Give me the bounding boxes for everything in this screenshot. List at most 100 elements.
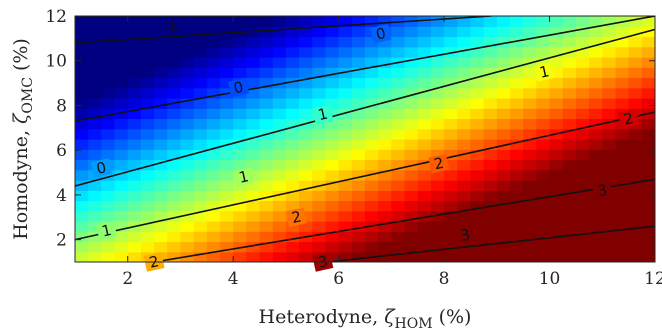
heatmap-cell	[444, 251, 458, 262]
heatmap-cell	[351, 149, 366, 161]
heatmap-cell	[365, 16, 379, 27]
heatmap-cell	[75, 46, 89, 58]
heatmap-cell	[483, 210, 498, 222]
heatmap-cell	[233, 108, 247, 120]
heatmap-cell	[549, 180, 564, 191]
heatmap-cell	[496, 57, 511, 68]
heatmap-cell	[272, 210, 287, 222]
x-tick-label: 2	[122, 269, 133, 289]
heatmap-cell	[351, 200, 366, 212]
heatmap-cell	[430, 149, 445, 161]
heatmap-cell	[549, 118, 564, 130]
heatmap-cell	[536, 210, 551, 222]
heatmap-cell	[549, 36, 564, 48]
heatmap-cell	[167, 128, 182, 140]
heatmap-cell	[641, 46, 655, 58]
heatmap-cell	[220, 231, 234, 243]
heatmap-cell	[325, 139, 340, 150]
heatmap-cell	[285, 36, 300, 48]
heatmap-cell	[338, 128, 353, 140]
heatmap-cell	[220, 108, 234, 120]
heatmap-cell	[312, 26, 327, 38]
heatmap-cell	[180, 190, 195, 202]
heatmap-cell	[325, 16, 340, 27]
heatmap-cell	[562, 190, 577, 202]
heatmap-cell	[101, 16, 116, 27]
heatmap-cell	[510, 139, 524, 150]
heatmap-cell	[114, 108, 129, 120]
heatmap-cell	[154, 108, 168, 120]
heatmap-cell	[206, 149, 221, 161]
heatmap-cell	[523, 139, 537, 150]
heatmap-cell	[140, 57, 155, 68]
heatmap-cell	[154, 128, 168, 140]
heatmap-cell	[299, 108, 313, 120]
heatmap-cell	[127, 16, 142, 27]
contour-label-group: 2	[428, 154, 450, 173]
heatmap-cell	[299, 180, 313, 191]
heatmap-cell	[285, 128, 300, 140]
heatmap-cell	[127, 251, 142, 262]
heatmap-cell	[615, 159, 630, 171]
heatmap-cell	[206, 139, 221, 150]
heatmap-cell	[444, 241, 458, 253]
heatmap-cell	[430, 221, 445, 232]
heatmap-cell	[206, 128, 221, 140]
heatmap-cell	[154, 26, 168, 38]
heatmap-cell	[430, 139, 445, 150]
heatmap-cell	[167, 77, 182, 89]
heatmap-cell	[154, 118, 168, 130]
heatmap-cell	[114, 200, 129, 212]
heatmap-cell	[378, 149, 392, 161]
heatmap-cell	[233, 159, 247, 171]
heatmap-cell	[391, 36, 406, 48]
heatmap-cell	[496, 251, 511, 262]
heatmap-cell	[312, 57, 327, 68]
heatmap-cell	[444, 108, 458, 120]
heatmap-cell	[180, 46, 195, 58]
heatmap-cell	[444, 67, 458, 79]
heatmap-cell	[470, 251, 485, 262]
heatmap-cell	[180, 36, 195, 48]
heatmap-cell	[167, 251, 182, 262]
heatmap-cell	[325, 251, 340, 262]
heatmap-cell	[88, 26, 102, 38]
heatmap-cell	[154, 98, 168, 109]
heatmap-cell	[457, 139, 472, 150]
contour-label: 1	[237, 167, 250, 187]
heatmap-cell	[312, 67, 327, 79]
heatmap-cell	[562, 159, 577, 171]
heatmap-cell	[114, 57, 129, 68]
heatmap-cell	[206, 221, 221, 232]
heatmap-cell	[470, 36, 485, 48]
heatmap-cell	[483, 190, 498, 202]
heatmap-cell	[483, 118, 498, 130]
heatmap-cell	[378, 190, 392, 202]
heatmap-cell	[523, 169, 537, 181]
heatmap-cell	[575, 108, 590, 120]
heatmap-cell	[75, 251, 89, 262]
heatmap-cell	[325, 190, 340, 202]
heatmap-surface	[75, 16, 655, 262]
heatmap-cell	[391, 169, 406, 181]
heatmap-cell	[549, 87, 564, 99]
heatmap-cell	[272, 46, 287, 58]
heatmap-cell	[575, 57, 590, 68]
contour-label-bg	[227, 77, 249, 98]
heatmap-cell	[206, 26, 221, 38]
heatmap-cell	[615, 26, 630, 38]
y-tick-label: 4	[56, 186, 67, 206]
heatmap-cell	[470, 87, 485, 99]
heatmap-cell	[496, 46, 511, 58]
heatmap-cell	[430, 16, 445, 27]
contour-label-group: 0	[370, 24, 392, 44]
heatmap-cell	[457, 200, 472, 212]
heatmap-cell	[233, 36, 247, 48]
heatmap-cell	[193, 149, 208, 161]
heatmap-cell	[167, 159, 182, 171]
heatmap-cell	[602, 118, 617, 130]
heatmap-cell	[127, 149, 142, 161]
heatmap-cell	[351, 169, 366, 181]
contour-line	[75, 111, 655, 241]
